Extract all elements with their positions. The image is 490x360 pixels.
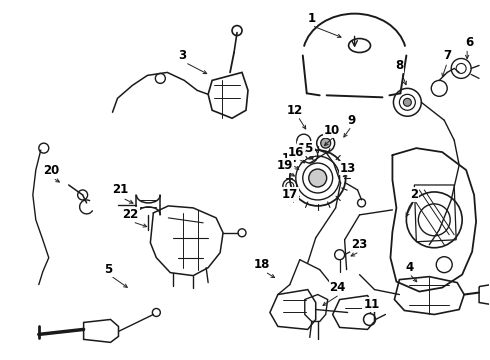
Text: 3: 3 [178,49,186,62]
Text: 2: 2 [410,188,418,202]
Text: 13: 13 [340,162,356,175]
Text: 20: 20 [43,163,59,176]
Text: 21: 21 [112,184,128,197]
Circle shape [321,138,331,148]
Text: 17: 17 [282,188,298,202]
Text: 14: 14 [282,152,298,165]
Text: 1: 1 [308,12,316,25]
Text: 11: 11 [364,298,380,311]
Text: 12: 12 [287,104,303,117]
Text: 8: 8 [395,59,404,72]
Circle shape [403,98,412,106]
Text: 23: 23 [351,238,368,251]
Text: 6: 6 [465,36,473,49]
Text: 19: 19 [277,158,293,172]
Text: 16: 16 [288,145,304,159]
Text: 24: 24 [329,281,346,294]
Text: 5: 5 [104,263,113,276]
Text: 7: 7 [443,49,451,62]
Circle shape [309,169,327,187]
Text: 9: 9 [347,114,356,127]
Text: 4: 4 [405,261,414,274]
Text: 22: 22 [122,208,139,221]
Text: 18: 18 [254,258,270,271]
Text: 10: 10 [323,124,340,137]
Text: 15: 15 [297,141,314,155]
